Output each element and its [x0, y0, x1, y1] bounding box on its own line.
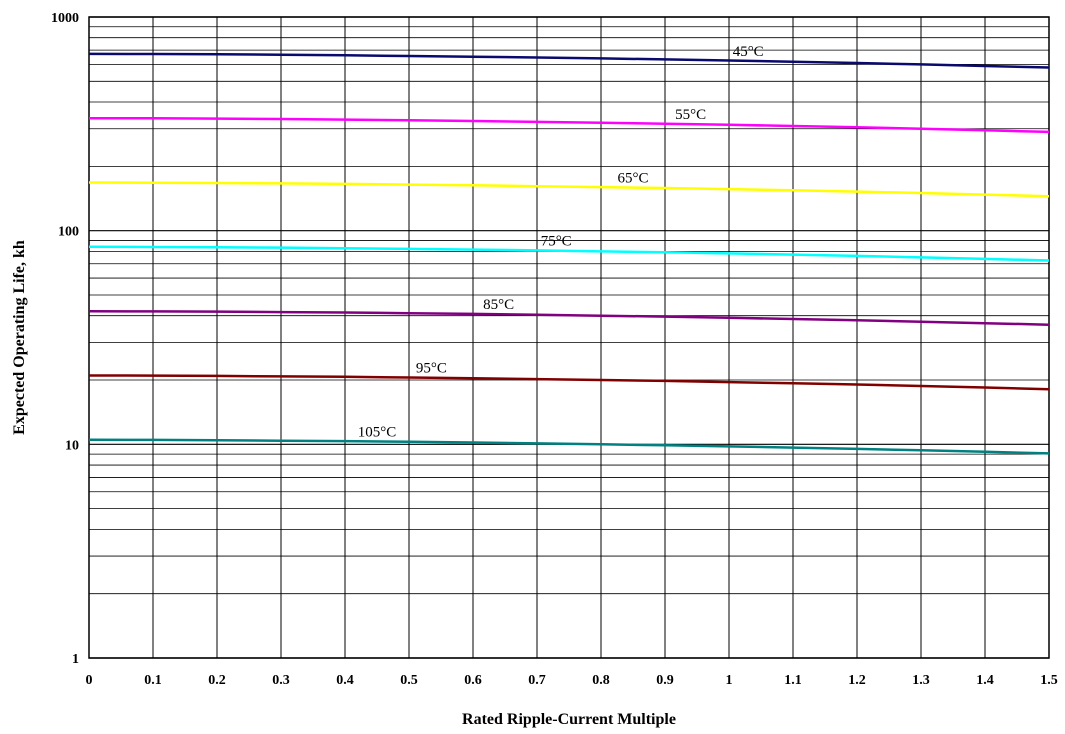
- x-tick-label: 0.8: [592, 673, 610, 688]
- series-layer: [88, 52, 1050, 455]
- y-tick-label: 10: [65, 438, 79, 453]
- x-tick-labels: 0 0.1 0.2 0.3 0.4 0.5 0.6 0.7 0.8 0.9 1 1.1 1.2 1.3 1.…: [86, 673, 1058, 688]
- x-tick-label: 0.1: [144, 673, 162, 688]
- y-axis-title: Expected Operating Life, kh: [11, 240, 28, 435]
- x-tick-label: 1.5: [1040, 673, 1058, 688]
- x-tick-label: 1: [726, 673, 733, 688]
- series-label-1: 55°C: [675, 107, 706, 123]
- x-tick-label: 0.5: [400, 673, 418, 688]
- y-tick-labels: 1 10 100 1000: [51, 11, 79, 667]
- x-tick-label: 1.4: [976, 673, 994, 688]
- series-line-4: [88, 309, 1050, 326]
- x-tick-label: 0.4: [336, 673, 354, 688]
- series-line-5: [88, 374, 1050, 391]
- series-label-2: 65°C: [617, 171, 648, 187]
- x-axis-title: Rated Ripple-Current Multiple: [462, 711, 676, 728]
- x-tick-label: 1.1: [784, 673, 802, 688]
- series-line-0: [88, 52, 1050, 69]
- x-tick-label: 0.3: [272, 673, 290, 688]
- x-tick-label: 1.2: [848, 673, 866, 688]
- series-label-3: 75°C: [541, 234, 572, 250]
- y-tick-label: 1000: [51, 11, 79, 26]
- series-line-6: [88, 438, 1050, 455]
- y-tick-label: 100: [58, 225, 79, 240]
- y-tick-label: 1: [72, 652, 79, 667]
- series-line-2: [88, 181, 1050, 198]
- x-tick-label: 0.6: [464, 673, 482, 688]
- x-tick-label: 0.2: [208, 673, 226, 688]
- x-tick-label: 0.7: [528, 673, 546, 688]
- series-label-4: 85°C: [483, 297, 514, 313]
- series-line-1: [88, 116, 1050, 134]
- series-line-3: [88, 245, 1050, 262]
- series-label-5: 95°C: [416, 361, 447, 377]
- minor-gridlines: [89, 26, 1049, 595]
- x-tick-label: 0.9: [656, 673, 674, 688]
- x-tick-label: 0: [86, 673, 93, 688]
- series-label-6: 105°C: [358, 424, 397, 440]
- series-labels: 45°C 55°C 65°C 75°C 85°C 95°C 105°C: [358, 44, 764, 441]
- series-label-0: 45°C: [733, 44, 764, 60]
- x-tick-label: 1.3: [912, 673, 930, 688]
- plot-frame: [88, 16, 1050, 659]
